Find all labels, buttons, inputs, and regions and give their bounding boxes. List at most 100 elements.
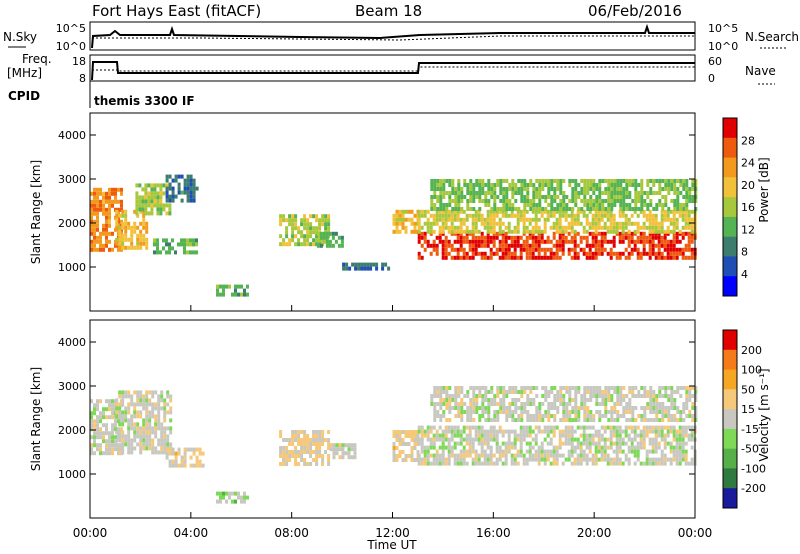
heatmap-cell [652, 207, 656, 211]
heatmap-cell [127, 426, 131, 431]
heatmap-cell [634, 203, 638, 207]
heatmap-cell [504, 209, 508, 214]
heatmap-cell [459, 255, 463, 260]
heatmap-cell [300, 430, 304, 434]
heatmap-cell [546, 441, 550, 446]
heatmap-cell [480, 251, 484, 256]
heatmap-cell [160, 394, 164, 399]
heatmap-cell [366, 262, 370, 267]
heatmap-cell [573, 445, 577, 450]
heatmap-cell [398, 221, 402, 226]
heatmap-cell [477, 457, 481, 462]
heatmap-cell [392, 213, 396, 218]
heatmap-cell [108, 447, 111, 452]
heatmap-cell [678, 437, 682, 442]
heatmap-cell [652, 179, 656, 183]
heatmap-cell [423, 239, 427, 244]
heatmap-cell [430, 187, 434, 191]
heatmap-cell [507, 213, 511, 218]
heatmap-cell [433, 418, 437, 422]
colorbar-tick-label: -15 [741, 423, 759, 436]
heatmap-cell [115, 414, 119, 419]
heatmap-cell [130, 438, 134, 443]
heatmap-cell [486, 255, 490, 260]
heatmap-cell [550, 195, 554, 199]
heatmap-cell [667, 418, 671, 422]
heatmap-cell [303, 238, 307, 243]
heatmap-cell [591, 231, 595, 236]
heatmap-cell [318, 434, 322, 438]
heatmap-cell [480, 217, 484, 222]
heatmap-cell [324, 222, 328, 227]
heatmap-cell [540, 429, 544, 434]
heatmap-cell [690, 217, 694, 222]
heatmap-cell [121, 209, 125, 214]
heatmap-cell [520, 195, 524, 199]
heatmap-cell [315, 458, 319, 462]
x-tick-label: 00:00 [678, 526, 713, 540]
heatmap-cell [315, 430, 319, 434]
heatmap-cell [504, 445, 508, 450]
heatmap-cell [96, 219, 99, 224]
heatmap-cell [591, 243, 595, 248]
heatmap-cell [478, 414, 482, 418]
heatmap-cell [282, 462, 286, 466]
y-tick-label: 2000 [58, 424, 86, 437]
heatmap-cell [392, 442, 396, 446]
heatmap-cell [582, 441, 586, 446]
heatmap-cell [429, 453, 433, 458]
heatmap-cell [469, 386, 473, 390]
heatmap-cell [151, 438, 155, 443]
power-cells [90, 174, 698, 297]
heatmap-cell [690, 209, 694, 214]
heatmap-cell [121, 225, 125, 230]
heatmap-cell [552, 429, 556, 434]
heatmap-cell [657, 255, 661, 260]
heatmap-cell [133, 438, 137, 443]
heatmap-cell [487, 183, 491, 187]
heatmap-cell [171, 194, 175, 199]
heatmap-cell [148, 446, 152, 451]
heatmap-cell [436, 402, 440, 406]
freq-tick-high: 18 [72, 55, 86, 68]
heatmap-cell [496, 183, 500, 187]
heatmap-cell [591, 225, 595, 230]
heatmap-cell [502, 203, 506, 207]
heatmap-cell [451, 183, 455, 187]
heatmap-cell [672, 429, 676, 434]
heatmap-cell [135, 191, 139, 196]
heatmap-cell [484, 418, 488, 422]
heatmap-cell [163, 414, 167, 419]
heatmap-cell [631, 394, 635, 398]
heatmap-cell [664, 414, 668, 418]
heatmap-cell [465, 461, 469, 466]
heatmap-cell [105, 423, 108, 428]
heatmap-cell [444, 221, 448, 226]
heatmap-cell [678, 445, 682, 450]
heatmap-cell [535, 191, 539, 195]
heatmap-cell [439, 187, 443, 191]
colorbar-tick-label: 24 [741, 157, 755, 170]
heatmap-cell [657, 221, 661, 226]
heatmap-cell [297, 238, 301, 243]
heatmap-cell [492, 225, 496, 230]
heatmap-cell [694, 191, 698, 195]
heatmap-cell [124, 233, 128, 238]
heatmap-cell [643, 386, 647, 390]
heatmap-cell [300, 230, 304, 235]
heatmap-cell [166, 442, 170, 447]
heatmap-cell [579, 209, 583, 214]
heatmap-cell [108, 191, 111, 196]
heatmap-cell [523, 187, 527, 191]
heatmap-cell [549, 425, 553, 430]
heatmap-cell [115, 410, 119, 415]
heatmap-cell [493, 203, 497, 207]
heatmap-cell [691, 402, 695, 406]
heatmap-cell [600, 457, 604, 462]
heatmap-cell [687, 243, 691, 248]
heatmap-cell [672, 433, 676, 438]
heatmap-cell [642, 429, 646, 434]
heatmap-cell [619, 195, 623, 199]
heatmap-cell [589, 410, 593, 414]
heatmap-cell [660, 209, 664, 214]
